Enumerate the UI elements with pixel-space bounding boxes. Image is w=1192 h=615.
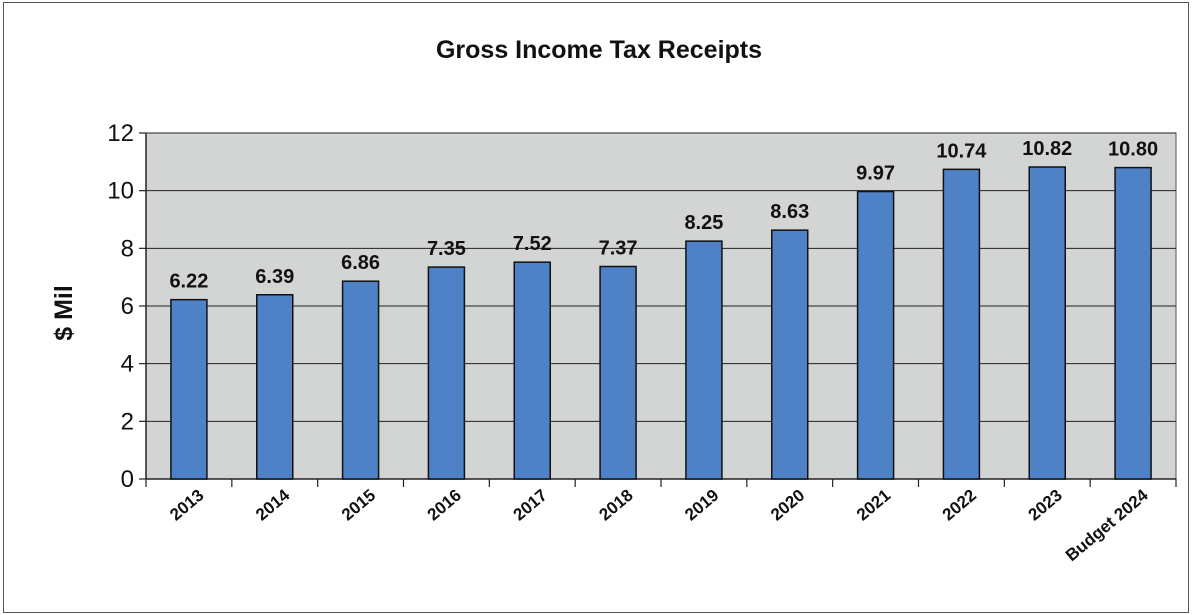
data-label: 10.74 (936, 140, 987, 162)
x-tick-label: Budget 2024 (1062, 485, 1152, 565)
data-label: 6.39 (255, 266, 294, 288)
x-tick-label: 2022 (939, 486, 980, 525)
bar (513, 261, 551, 480)
x-tick-label: 2014 (252, 485, 294, 524)
data-label: 6.22 (169, 271, 208, 293)
data-label: 7.37 (599, 237, 638, 259)
bar (427, 266, 466, 480)
y-tick-label: 12 (107, 120, 134, 147)
y-tick-label: 2 (121, 408, 134, 435)
data-label: 9.97 (856, 163, 895, 185)
data-label: 10.82 (1022, 138, 1072, 160)
x-tick-label: 2013 (166, 486, 207, 525)
data-label: 8.25 (684, 212, 723, 234)
bars (170, 166, 1152, 480)
bar (256, 294, 294, 480)
gridlines (146, 132, 1176, 422)
bar-chart: Gross Income Tax Receipts $ Mil 0 2 4 6 8 10 1… (50, 36, 1177, 565)
bar (599, 265, 637, 480)
y-tick-label: 4 (121, 351, 134, 378)
bar (1028, 166, 1066, 480)
x-tick-label: 2017 (510, 486, 551, 525)
bar (771, 229, 809, 480)
bar (170, 298, 208, 480)
data-label: 7.52 (513, 233, 552, 255)
bar (856, 190, 895, 480)
y-tick-label: 10 (107, 178, 134, 205)
chart-frame: Gross Income Tax Receipts $ Mil 0 2 4 6 8 10 1… (3, 2, 1189, 613)
data-label: 6.86 (341, 252, 380, 274)
bar (341, 280, 380, 480)
x-axis-ticks: 2013 2014 2015 2016 2017 2018 2019 2020 2021 2022… (145, 479, 1177, 565)
x-tick-label: 2016 (424, 486, 465, 525)
x-tick-label: 2018 (595, 486, 636, 525)
y-tick-label: 6 (121, 293, 134, 320)
chart-title: Gross Income Tax Receipts (436, 36, 762, 64)
data-labels: 6.22 6.39 6.86 7.35 7.52 7.37 8.25 8.63 9.97 10.7… (169, 138, 1158, 293)
bar (942, 168, 981, 480)
bar (1114, 166, 1152, 480)
x-tick-label: 2020 (767, 486, 808, 525)
x-tick-label: 2023 (1025, 486, 1066, 525)
x-tick-label: 2021 (853, 486, 894, 525)
data-label: 10.80 (1108, 139, 1158, 161)
x-tick-label: 2019 (681, 486, 722, 525)
y-axis-label: $ Mil (50, 285, 78, 341)
y-tick-label: 0 (121, 466, 134, 493)
y-tick-label: 8 (121, 235, 134, 262)
data-label: 7.35 (427, 238, 466, 260)
data-label: 8.63 (770, 201, 809, 223)
bar (685, 240, 723, 480)
x-tick-label: 2015 (338, 486, 379, 525)
